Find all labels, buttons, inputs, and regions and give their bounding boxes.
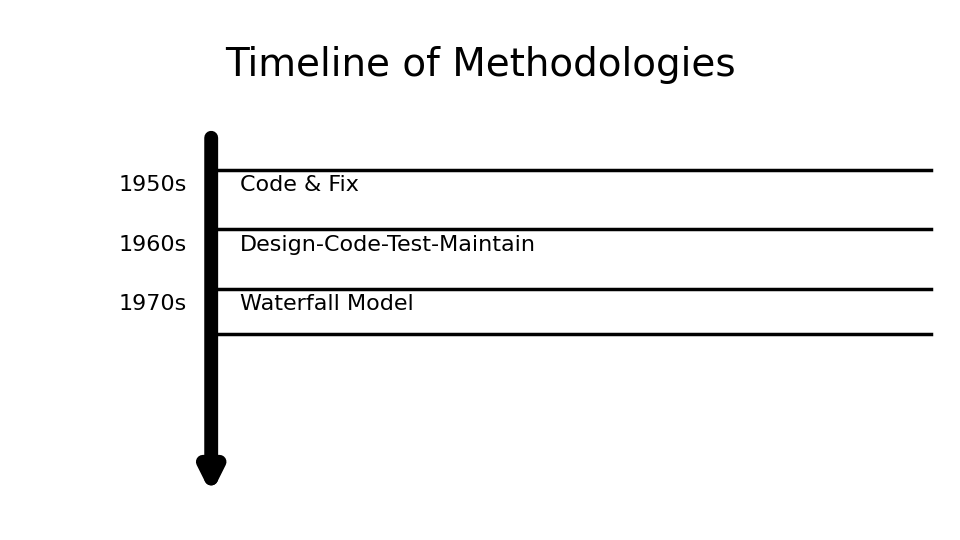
Text: Design-Code-Test-Maintain: Design-Code-Test-Maintain [240,234,536,255]
Text: 1970s: 1970s [119,294,187,314]
Text: Waterfall Model: Waterfall Model [240,294,414,314]
Text: Timeline of Methodologies: Timeline of Methodologies [225,46,735,84]
Text: 1960s: 1960s [119,234,187,255]
Text: 1950s: 1950s [119,175,187,195]
Text: Code & Fix: Code & Fix [240,175,359,195]
